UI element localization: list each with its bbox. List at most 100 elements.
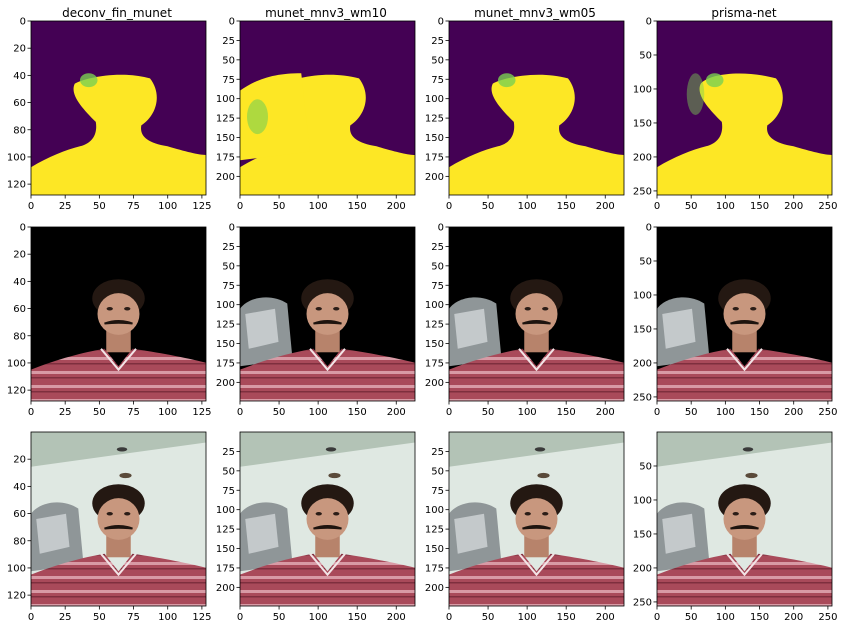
panel-frame: [239, 20, 416, 196]
y-tick-label: 100: [7, 152, 26, 163]
x-tick-label: 100: [309, 201, 328, 212]
collar: [100, 553, 137, 577]
x-tick-label: 0: [446, 612, 452, 623]
shirt: [657, 348, 832, 401]
panel-image: [240, 21, 415, 195]
x-tick-label: 100: [518, 407, 537, 418]
collar: [518, 553, 555, 577]
panel-r0-c2: 0 50 100 150 200 0 25 50 75 100 125 150 175 200: [425, 17, 625, 212]
panel-r0-c1: 0 50 100 150 200 0 25 50 75 100 125 150 175 200: [216, 17, 416, 212]
y-tick-label: 150: [425, 133, 444, 144]
left-eye: [732, 512, 739, 516]
right-eye: [333, 512, 340, 516]
x-tick-label: 150: [750, 612, 769, 623]
x-tick-label: 150: [348, 201, 367, 212]
x-tick-label: 150: [557, 407, 576, 418]
right-eye: [542, 512, 549, 516]
lamp: [119, 472, 132, 479]
panel-frame: [30, 431, 207, 607]
panel-image: [31, 227, 206, 401]
x-tick-label: 150: [750, 201, 769, 212]
y-tick-label: 100: [216, 505, 235, 516]
face: [515, 293, 558, 335]
x-tick-label: 100: [158, 407, 177, 418]
x-tick-label: 150: [348, 407, 367, 418]
mask-clothes: [240, 73, 310, 161]
panel-r0-c0: 0 25 50 75 100 125 0 20 40 60 80 100 120: [7, 17, 212, 213]
x-tick-label: 25: [59, 201, 72, 212]
y-tick-label: 100: [425, 300, 444, 311]
x-tick-label: 200: [596, 407, 615, 418]
x-tick-label: 200: [387, 201, 406, 212]
column-title-0: deconv_fin_munet: [62, 6, 172, 20]
mask-edge-blob: [706, 73, 724, 88]
face: [723, 498, 766, 540]
x-tick-label: 0: [28, 407, 34, 418]
y-tick-label: 50: [639, 461, 652, 472]
panel-r1-c0: 0 25 50 75 100 125 0 20 40 60 80 100 120: [7, 223, 212, 419]
right-eye: [124, 512, 131, 516]
column-titles: deconv_fin_munet munet_mnv3_wm10 munet_m…: [62, 6, 777, 20]
y-tick-label: 100: [425, 505, 444, 516]
panel-frame: [239, 226, 416, 402]
x-tick-label: 25: [59, 612, 72, 623]
y-tick-label: 60: [13, 98, 26, 109]
x-tick-label: 100: [716, 201, 735, 212]
x-tick-label: 125: [192, 201, 211, 212]
y-tick-label: 150: [425, 544, 444, 555]
y-tick-label: 125: [425, 525, 444, 536]
panel-r1-c1: 0 50 100 150 200 0 25 50 75 100 125 150 175 200: [216, 223, 416, 418]
panel-image: [657, 227, 832, 401]
mask-person: [240, 74, 415, 195]
y-tick-label: 175: [216, 563, 235, 574]
y-tick-label: 100: [7, 358, 26, 369]
panel-r2-c2: 0 50 100 150 200 25 50 75 100 125 150 175 200: [425, 431, 625, 623]
mustache: [522, 319, 551, 325]
y-tick-label: 120: [7, 180, 26, 191]
panel-image: [449, 21, 624, 195]
panel-image: [240, 432, 415, 606]
x-tick-label: 0: [654, 612, 660, 623]
x-tick-label: 100: [518, 201, 537, 212]
x-tick-label: 50: [482, 201, 495, 212]
shirt: [31, 553, 206, 606]
right-eye: [750, 307, 757, 311]
y-tick-label: 0: [646, 17, 652, 28]
left-eye: [315, 307, 322, 311]
x-tick-label: 50: [273, 612, 286, 623]
shirt: [240, 553, 415, 606]
mustache: [313, 524, 342, 530]
y-tick-label: 25: [431, 242, 444, 253]
y-tick-label: 100: [633, 290, 652, 301]
panel-frame: [656, 226, 833, 402]
right-eye: [333, 307, 340, 311]
x-tick-label: 0: [446, 201, 452, 212]
panel-frame: [448, 431, 625, 607]
y-tick-label: 125: [216, 114, 235, 125]
x-tick-label: 250: [818, 612, 837, 623]
x-tick-label: 250: [818, 201, 837, 212]
left-eye: [732, 307, 739, 311]
y-tick-label: 200: [216, 583, 235, 594]
shirt: [449, 348, 624, 401]
x-tick-label: 50: [93, 612, 106, 623]
x-tick-label: 200: [784, 201, 803, 212]
y-tick-label: 0: [20, 17, 26, 28]
y-tick-label: 200: [633, 358, 652, 369]
column-title-1: munet_mnv3_wm10: [265, 6, 387, 20]
panel-image: [657, 21, 832, 195]
y-tick-label: 50: [431, 466, 444, 477]
y-tick-label: 125: [216, 320, 235, 331]
x-tick-label: 100: [158, 201, 177, 212]
y-tick-label: 175: [425, 358, 444, 369]
collar: [309, 348, 346, 372]
y-tick-label: 100: [7, 563, 26, 574]
y-tick-label: 175: [216, 152, 235, 163]
x-tick-label: 150: [348, 612, 367, 623]
y-tick-label: 60: [13, 509, 26, 520]
x-tick-label: 150: [750, 407, 769, 418]
